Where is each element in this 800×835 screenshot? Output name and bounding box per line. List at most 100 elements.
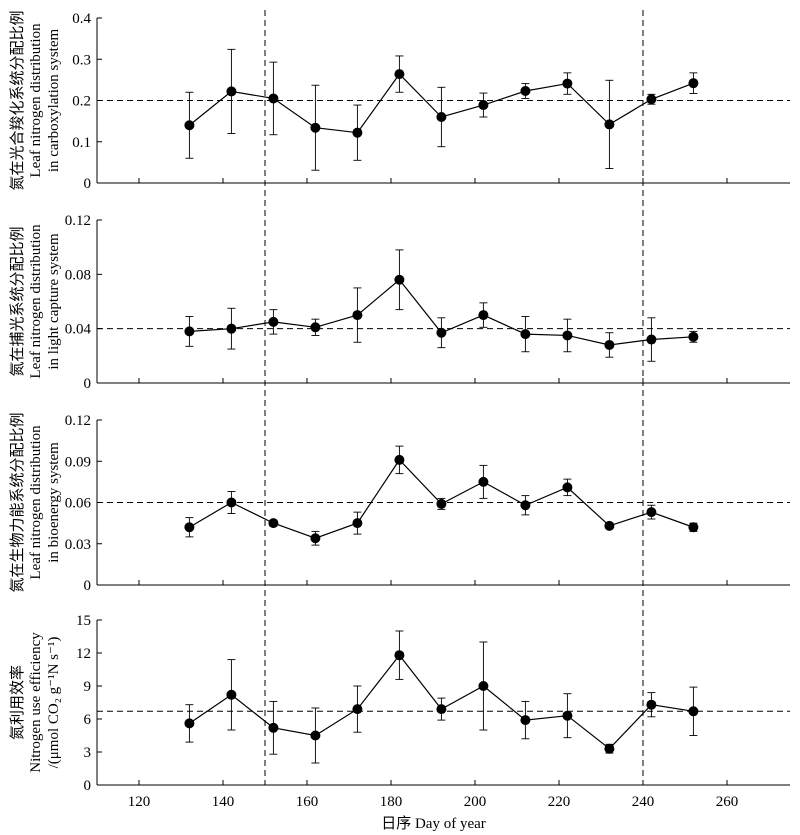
data-point (394, 454, 405, 465)
y-axis-label-line: 氮在生物力能系统分配比例 (9, 412, 26, 592)
y-tick-label: 0.12 (65, 413, 91, 429)
y-tick-label: 0 (84, 578, 92, 594)
data-point (226, 323, 237, 334)
data-point (226, 86, 237, 97)
y-tick-label: 0.03 (65, 537, 91, 553)
data-point (562, 482, 573, 493)
data-point (184, 120, 195, 131)
data-point (478, 310, 489, 321)
data-point (520, 329, 531, 340)
data-point (394, 69, 405, 80)
data-point (184, 522, 195, 533)
y-axis-label-line: in light capture system (46, 233, 62, 370)
y-tick-label: 0.4 (72, 11, 91, 27)
data-point (310, 122, 321, 133)
data-point (646, 507, 657, 518)
data-point (478, 100, 489, 111)
x-tick-label: 220 (548, 794, 571, 810)
x-tick-label: 120 (128, 794, 151, 810)
data-point (184, 326, 195, 337)
data-point (352, 127, 363, 138)
x-tick-label: 200 (464, 794, 487, 810)
y-tick-label: 0.3 (72, 52, 91, 68)
data-point (436, 704, 447, 715)
y-tick-label: 0 (84, 176, 92, 192)
data-point (562, 78, 573, 89)
data-point (562, 330, 573, 341)
data-point (604, 119, 615, 130)
day-reference-lines (264, 10, 644, 785)
y-tick-label: 0.1 (72, 135, 91, 151)
data-point (478, 681, 489, 691)
y-tick-label: 0.12 (65, 213, 91, 229)
data-point (436, 112, 447, 122)
data-point (688, 78, 699, 89)
data-point (268, 518, 279, 529)
y-axis-label-line: 氮在光合羧化系统分配比例 (8, 10, 26, 190)
panel-4: 0 3 6 9 12 15 120 140 160 180 200 220 240 260 氮利用效率 Nit… (9, 613, 790, 810)
data-point (520, 86, 531, 97)
y-tick-label: 0 (84, 376, 92, 392)
data-point (268, 316, 279, 327)
data-point (562, 710, 573, 721)
data-point (646, 94, 657, 105)
y-tick-label: 0.09 (65, 454, 91, 470)
y-axis-label: 氮在生物力能系统分配比例 Leaf nitrogen distribution in… (9, 412, 62, 592)
y-tick-label: 0.06 (65, 496, 92, 512)
data-point (520, 715, 531, 726)
y-axis-label-line: in carboxylation system (46, 29, 62, 173)
y-tick-label: 15 (76, 613, 91, 629)
data-point (268, 93, 279, 104)
data-point (604, 520, 615, 531)
data-point (688, 331, 699, 342)
x-tick-label: 140 (212, 794, 235, 810)
data-point (310, 533, 321, 544)
data-point (688, 522, 699, 533)
y-axis-label-line: Leaf nitrogen distribution (28, 23, 44, 178)
y-tick-label: 0.2 (72, 94, 91, 110)
data-point (604, 743, 615, 754)
data-point (394, 274, 405, 285)
y-axis-label-line: 氮在捕光系统分配比例 (9, 226, 26, 376)
x-tick-label: 160 (296, 794, 319, 810)
y-tick-label: 9 (84, 679, 92, 695)
data-point (352, 310, 363, 321)
x-tick-label: 260 (716, 794, 739, 810)
y-axis-label-line: 氮利用效率 (9, 665, 26, 740)
data-point (310, 730, 321, 741)
y-axis-label: 氮利用效率 Nitrogen use efficiency/(μmol CO₂ g… (9, 632, 62, 773)
data-point (646, 699, 657, 710)
y-axis-label-line: in bioenergy system (46, 442, 62, 563)
data-point (520, 500, 531, 511)
data-point (604, 339, 615, 350)
data-point (646, 334, 657, 345)
data-point (394, 650, 405, 661)
data-point (310, 322, 321, 333)
data-point (478, 476, 489, 487)
y-tick-label: 0.08 (65, 267, 91, 283)
y-tick-label: 12 (76, 646, 91, 662)
x-tick-label: 180 (380, 794, 403, 810)
y-tick-label: 0.04 (65, 322, 92, 338)
y-axis-label: 氮在捕光系统分配比例 Leaf nitrogen distribution in l… (9, 224, 62, 379)
y-tick-label: 0 (84, 778, 92, 794)
data-point (268, 722, 279, 733)
x-tick-label: 240 (632, 794, 655, 810)
y-tick-label: 6 (84, 712, 92, 728)
y-axis-label-line: /(μmol CO₂ g⁻¹N s⁻¹) (46, 637, 62, 769)
data-point (352, 518, 363, 529)
data-point (184, 718, 195, 729)
y-axis-label-line: Leaf nitrogen distribution (28, 224, 44, 379)
y-tick-label: 3 (84, 745, 92, 761)
data-point (352, 704, 363, 715)
data-point (436, 498, 447, 509)
data-point (436, 327, 447, 338)
y-axis-label: 氮在光合羧化系统分配比例 Leaf nitrogen distribution in… (8, 10, 62, 190)
y-axis-label-line: Nitrogen use efficiency (28, 632, 44, 773)
data-point (688, 706, 699, 717)
data-point (226, 689, 237, 700)
